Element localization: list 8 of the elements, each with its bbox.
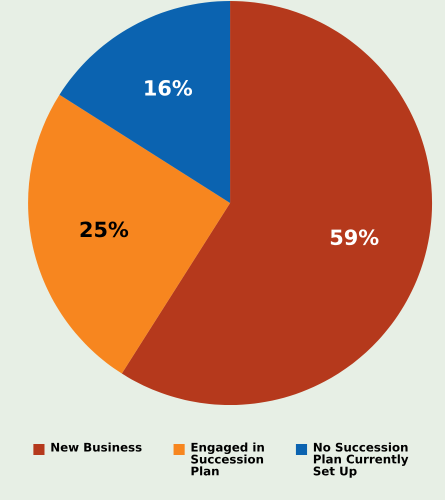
legend-label: Engaged in Succession Plan [191,442,264,476]
data-label: 16% [145,80,192,96]
legend-label: No Succession Plan Currently Set Up [314,442,408,478]
data-label: 25% [80,221,128,238]
legend-label: New Business [51,442,142,452]
pie-slice [60,1,230,203]
data-label: 59% [330,229,378,246]
pie-slice [28,94,230,374]
